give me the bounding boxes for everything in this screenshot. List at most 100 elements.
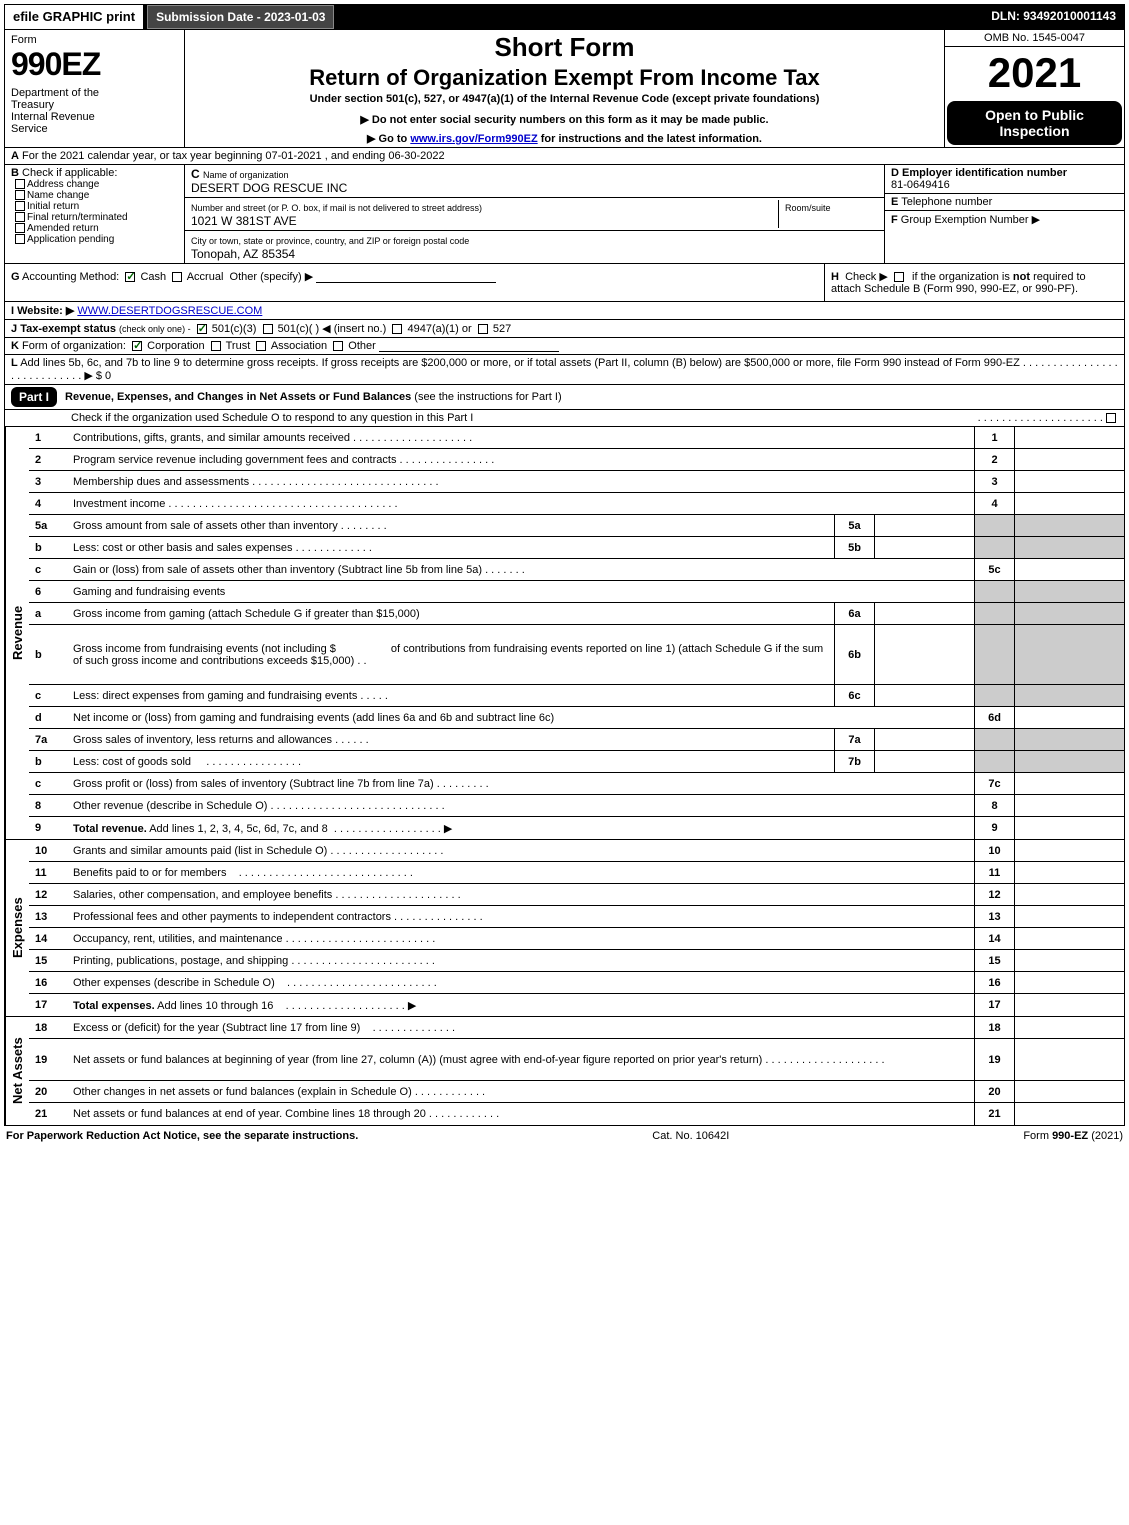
line-value[interactable] — [1014, 994, 1124, 1016]
line-value[interactable] — [1014, 471, 1124, 492]
line-value[interactable] — [1014, 928, 1124, 949]
chk-name-change[interactable]: Name change — [15, 190, 178, 201]
section-h-label: H — [831, 271, 839, 283]
checkbox-trust-icon[interactable] — [211, 341, 221, 351]
chk-amended-return[interactable]: Amended return — [15, 223, 178, 234]
chk-final-return[interactable]: Final return/terminated — [15, 212, 178, 223]
line-sub: 6b — [834, 625, 874, 684]
line-num: 15 — [29, 953, 69, 969]
revenue-vertical-label: Revenue — [5, 427, 29, 839]
section-e-label: E — [891, 196, 898, 208]
line-desc-text: Membership dues and assessments — [73, 476, 249, 488]
line-subvalue[interactable] — [874, 729, 974, 750]
short-form-title: Short Form — [191, 32, 938, 63]
line-ref: 9 — [974, 817, 1014, 839]
website-link[interactable]: WWW.DESERTDOGSRESCUE.COM — [77, 305, 262, 317]
section-a-label: A — [11, 150, 19, 162]
checkbox-4947-icon[interactable] — [392, 324, 402, 334]
checkbox-schedule-o-icon[interactable] — [1106, 413, 1116, 423]
line-value[interactable] — [1014, 906, 1124, 927]
line-value[interactable] — [1014, 950, 1124, 971]
line-desc: Gaming and fundraising events — [69, 584, 974, 600]
chk-label-0: Address change — [27, 179, 99, 190]
form-footer-label: Form 990-EZ (2021) — [1023, 1130, 1123, 1142]
checkbox-icon[interactable] — [15, 223, 25, 233]
line-desc-text: Printing, publications, postage, and shi… — [73, 955, 288, 967]
section-k: K Form of organization: Corporation Trus… — [4, 338, 1125, 355]
line-value[interactable] — [1014, 707, 1124, 728]
checkbox-icon[interactable] — [15, 234, 25, 244]
name-of-org-label: Name of organization — [203, 170, 289, 180]
line-value[interactable] — [1014, 840, 1124, 861]
line-16: 16 Other expenses (describe in Schedule … — [29, 972, 1124, 994]
line-ref: 17 — [974, 994, 1014, 1016]
line-desc: Occupancy, rent, utilities, and maintena… — [69, 931, 974, 947]
line-value[interactable] — [1014, 1039, 1124, 1080]
line-ref: 4 — [974, 493, 1014, 514]
other-org-field[interactable] — [379, 351, 559, 352]
line-subvalue[interactable] — [874, 515, 974, 536]
line-ref-grey — [974, 515, 1014, 536]
checkbox-h-icon[interactable] — [894, 272, 904, 282]
line-value[interactable] — [1014, 862, 1124, 883]
efile-print-label[interactable]: efile GRAPHIC print — [5, 5, 143, 29]
chk-label-2: Initial return — [27, 201, 79, 212]
line-subvalue[interactable] — [874, 625, 974, 684]
line-value[interactable] — [1014, 493, 1124, 514]
checkbox-icon[interactable] — [15, 201, 25, 211]
checkbox-icon[interactable] — [15, 212, 25, 222]
checkbox-other-icon[interactable] — [333, 341, 343, 351]
chk-application-pending[interactable]: Application pending — [15, 234, 178, 245]
checkbox-corp-icon[interactable] — [132, 341, 142, 351]
expenses-vertical-label: Expenses — [5, 840, 29, 1016]
line-value[interactable] — [1014, 972, 1124, 993]
line-desc-text: Grants and similar amounts paid (list in… — [73, 845, 327, 857]
pra-notice: For Paperwork Reduction Act Notice, see … — [6, 1130, 358, 1142]
line-desc-text: Other changes in net assets or fund bala… — [73, 1086, 412, 1098]
checkbox-501c3-icon[interactable] — [197, 324, 207, 334]
line-subvalue[interactable] — [874, 537, 974, 558]
checkbox-accrual-icon[interactable] — [172, 272, 182, 282]
line-value[interactable] — [1014, 1081, 1124, 1102]
chk-address-change[interactable]: Address change — [15, 179, 178, 190]
line-value[interactable] — [1014, 817, 1124, 839]
line-value[interactable] — [1014, 449, 1124, 470]
opt-527: 527 — [493, 323, 511, 335]
line-desc: Net income or (loss) from gaming and fun… — [69, 710, 974, 726]
line-value[interactable] — [1014, 884, 1124, 905]
line-subvalue[interactable] — [874, 603, 974, 624]
section-k-label: K — [11, 340, 19, 352]
line-value[interactable] — [1014, 773, 1124, 794]
line-ref: 8 — [974, 795, 1014, 816]
line-ref: 10 — [974, 840, 1014, 861]
line-desc: Total expenses. Add lines 10 through 16 … — [69, 997, 974, 1014]
line-value[interactable] — [1014, 1017, 1124, 1038]
line-subvalue[interactable] — [874, 751, 974, 772]
checkbox-527-icon[interactable] — [478, 324, 488, 334]
chk-initial-return[interactable]: Initial return — [15, 201, 178, 212]
checkbox-assoc-icon[interactable] — [256, 341, 266, 351]
line-value[interactable] — [1014, 427, 1124, 448]
open-public-inspection: Open to Public Inspection — [947, 101, 1122, 145]
line-value[interactable] — [1014, 1103, 1124, 1125]
line-value[interactable] — [1014, 559, 1124, 580]
line-desc-text: Contributions, gifts, grants, and simila… — [73, 432, 350, 444]
checkbox-501c-icon[interactable] — [263, 324, 273, 334]
other-specify-field[interactable] — [316, 282, 496, 283]
line-12: 12 Salaries, other compensation, and emp… — [29, 884, 1124, 906]
checkbox-icon[interactable] — [15, 179, 25, 189]
checkbox-icon[interactable] — [15, 190, 25, 200]
irs-link[interactable]: www.irs.gov/Form990EZ — [410, 133, 537, 145]
line-ref: 21 — [974, 1103, 1014, 1125]
net-assets-vertical-label: Net Assets — [5, 1017, 29, 1125]
omb-number: OMB No. 1545-0047 — [945, 30, 1124, 47]
expenses-lines: 10 Grants and similar amounts paid (list… — [29, 840, 1124, 1016]
line-num: b — [29, 647, 69, 663]
line-ref: 13 — [974, 906, 1014, 927]
check-schedule-o: Check if the organization used Schedule … — [11, 412, 978, 424]
line-subvalue[interactable] — [874, 685, 974, 706]
line-value[interactable] — [1014, 795, 1124, 816]
section-def: D Employer identification number 81-0649… — [884, 165, 1124, 263]
checkbox-cash-icon[interactable] — [125, 272, 135, 282]
line-num: 13 — [29, 909, 69, 925]
